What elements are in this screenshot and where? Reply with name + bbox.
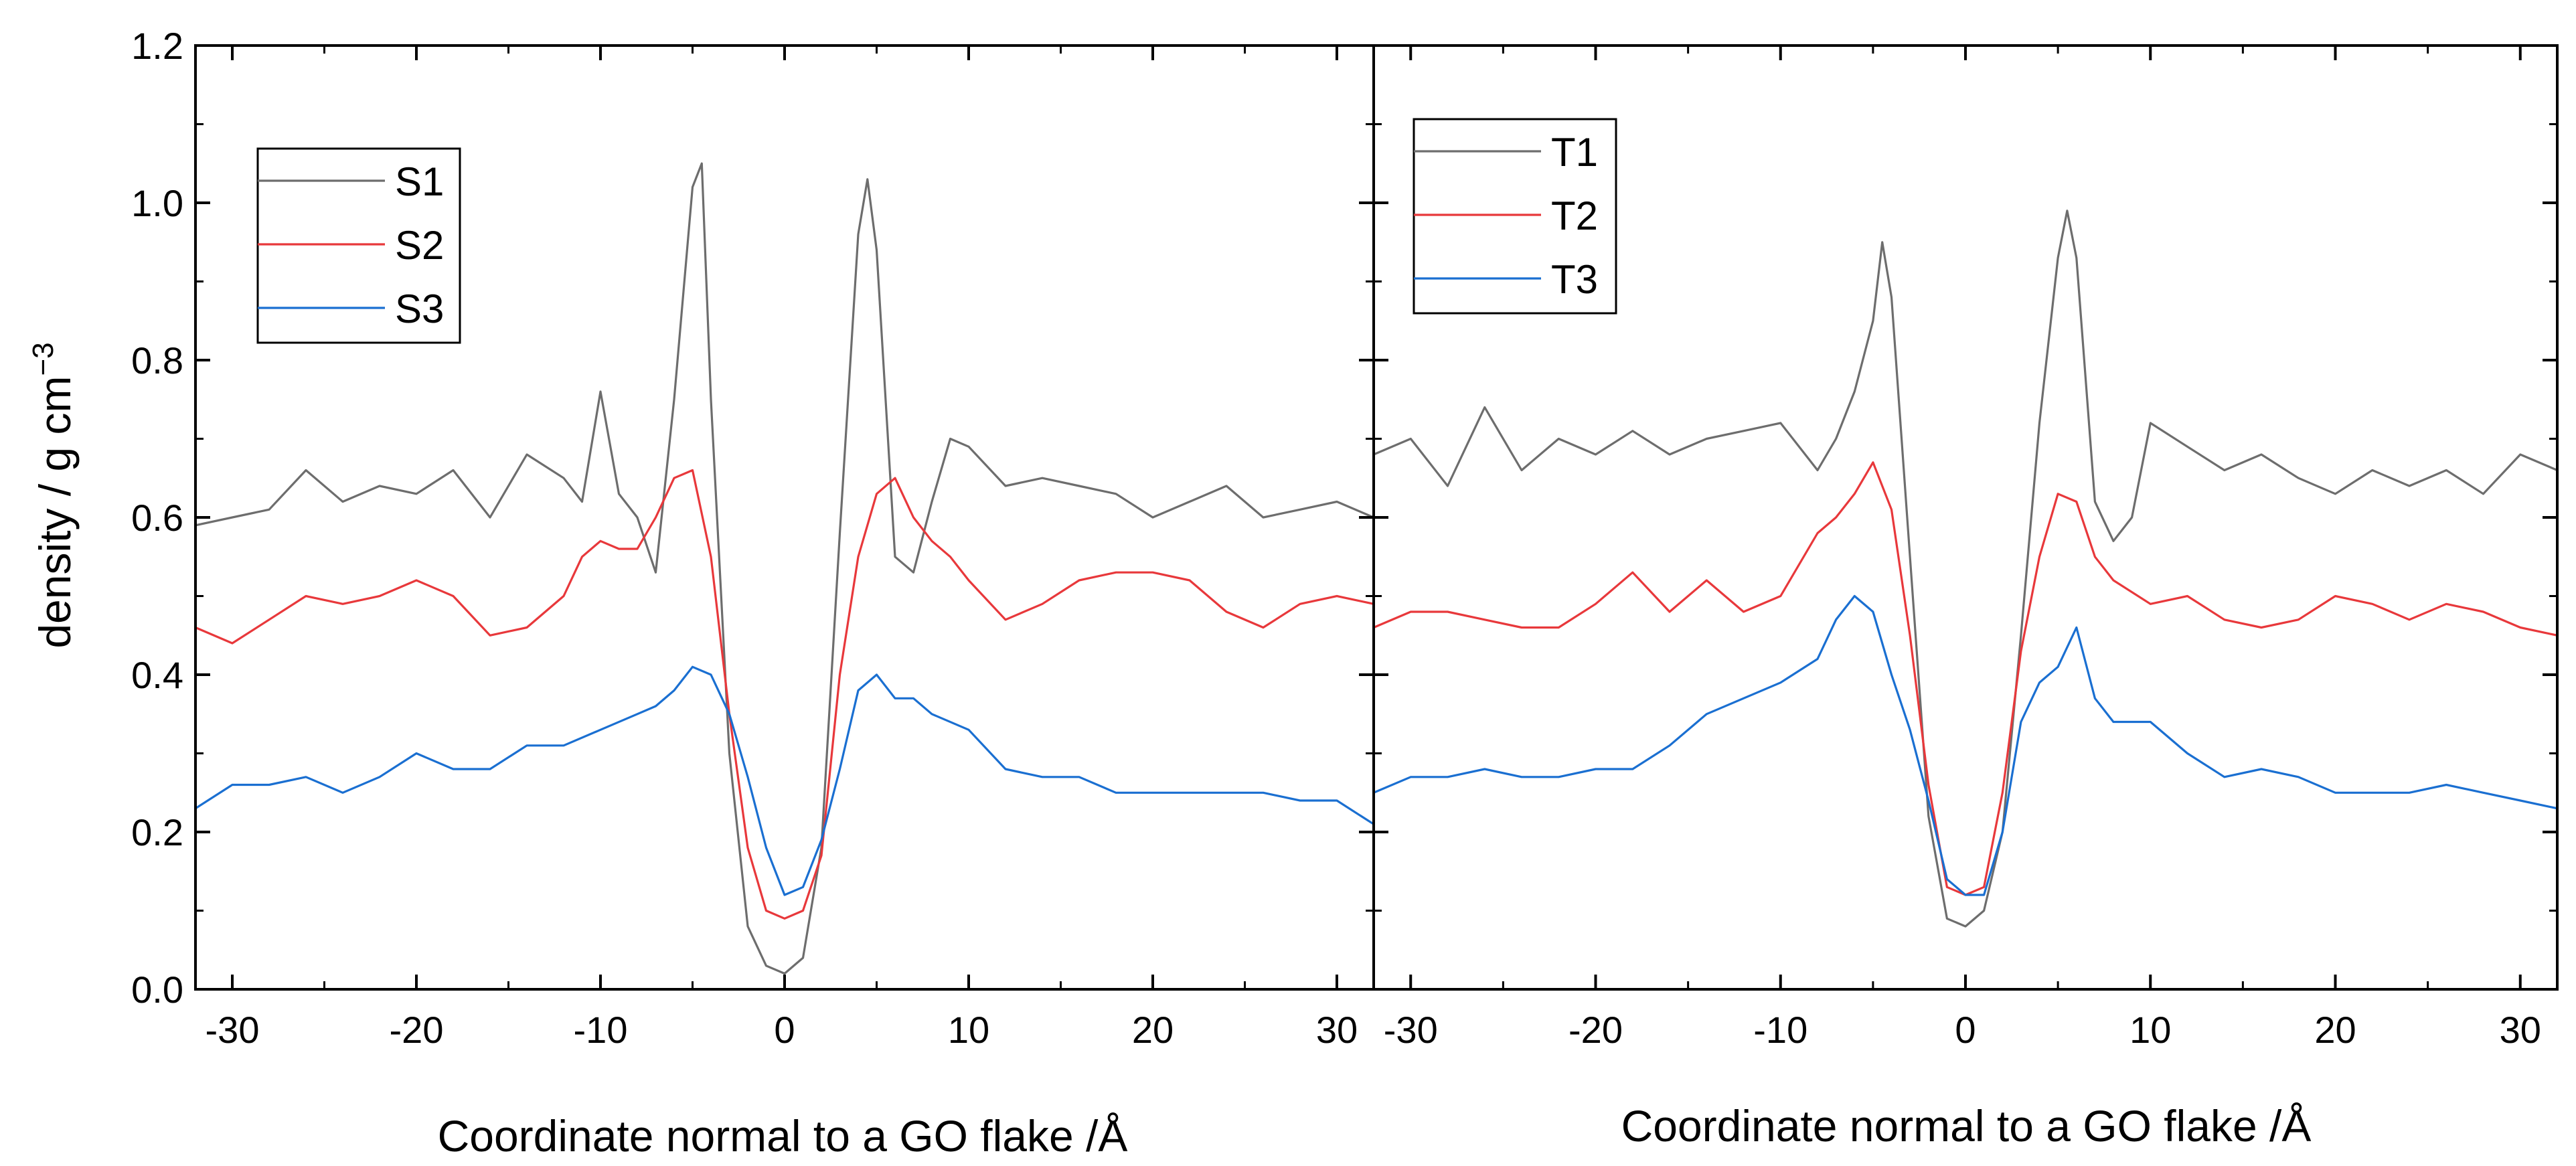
y-tick-label: 0.0 bbox=[131, 969, 183, 1011]
legend-label-t2: T2 bbox=[1551, 193, 1598, 238]
panel-s-axes: -30 -20 -10 0 10 20 30 0.0 0.2 0.4 0.6 0.8 1.0 1.2 bbox=[131, 25, 1375, 1051]
panel-s: -30 -20 -10 0 10 20 30 0.0 0.2 0.4 0.6 0.8 1.0 1.2 Co… bbox=[131, 25, 1375, 1161]
series-line-t3 bbox=[1374, 594, 2557, 896]
x-tick-label: 0 bbox=[774, 1009, 795, 1051]
x-tick-label: -30 bbox=[206, 1009, 260, 1051]
legend-label-s2: S2 bbox=[395, 223, 444, 268]
x-tick-label: -30 bbox=[1384, 1009, 1438, 1051]
x-tick-label: -20 bbox=[390, 1009, 444, 1051]
x-tick-label: 20 bbox=[1132, 1009, 1174, 1051]
legend-label-s1: S1 bbox=[395, 159, 444, 204]
x-tick-label: 10 bbox=[2129, 1009, 2171, 1051]
x-tick-label: 10 bbox=[948, 1009, 989, 1051]
y-tick-label: 0.2 bbox=[131, 811, 183, 853]
legend-label-t1: T1 bbox=[1551, 130, 1598, 175]
x-tick-label: 30 bbox=[2500, 1009, 2541, 1051]
y-axis-title: density / g cm−3 bbox=[27, 342, 80, 648]
panel-t-series-lines bbox=[1374, 210, 2557, 928]
panel-t-x-axis-title: Coordinate normal to a GO flake /Å bbox=[1621, 1101, 2312, 1151]
legend-label-t3: T3 bbox=[1551, 257, 1598, 302]
x-tick-label: -20 bbox=[1568, 1009, 1623, 1051]
legend-label-s3: S3 bbox=[395, 286, 444, 331]
x-tick-label: -10 bbox=[574, 1009, 628, 1051]
series-line-t2 bbox=[1374, 461, 2557, 896]
x-tick-label: -10 bbox=[1753, 1009, 1807, 1051]
y-tick-label: 1.2 bbox=[131, 25, 183, 67]
series-line-t1 bbox=[1374, 210, 2557, 928]
panel-s-legend: S1 S2 S3 bbox=[256, 147, 461, 344]
x-tick-label: 30 bbox=[1316, 1009, 1358, 1051]
y-axis-title-main: density / g cm bbox=[30, 376, 80, 649]
y-axis-title-exponent: −3 bbox=[27, 342, 60, 376]
panel-t-legend: T1 T2 T3 bbox=[1413, 118, 1617, 315]
x-tick-label: 0 bbox=[1955, 1009, 1976, 1051]
y-tick-label: 0.6 bbox=[131, 497, 183, 539]
panel-s-series-lines bbox=[195, 162, 1374, 975]
series-line-s1 bbox=[195, 162, 1374, 975]
series-line-s3 bbox=[195, 665, 1374, 896]
panel-t: -30 -20 -10 0 10 20 30 Coordinate normal to a … bbox=[1372, 44, 2559, 1151]
series-line-s2 bbox=[195, 469, 1374, 920]
x-tick-label: 20 bbox=[2314, 1009, 2356, 1051]
panel-t-axes: -30 -20 -10 0 10 20 30 bbox=[1372, 44, 2559, 1051]
y-tick-label: 0.8 bbox=[131, 339, 183, 382]
y-tick-label: 1.0 bbox=[131, 182, 183, 224]
panel-s-x-axis-title: Coordinate normal to a GO flake /Å bbox=[438, 1111, 1128, 1161]
y-tick-label: 0.4 bbox=[131, 654, 183, 696]
